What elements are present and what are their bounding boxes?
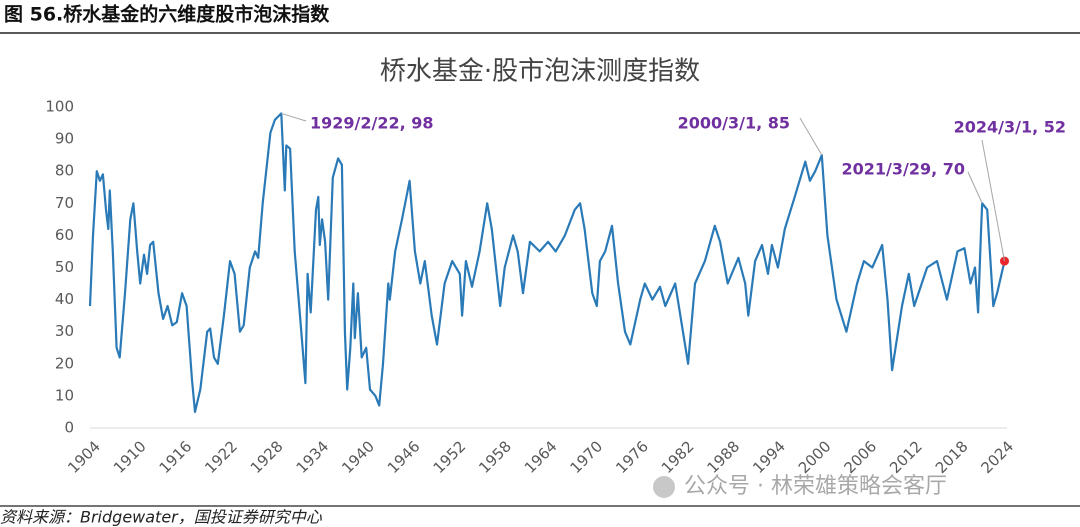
figure-caption: 图 56.桥水基金的六维度股市泡沫指数 xyxy=(4,3,330,26)
x-tick-label: 2018 xyxy=(932,437,972,477)
data-line xyxy=(88,112,1006,413)
x-tick-label: 1958 xyxy=(475,437,515,477)
y-tick-label: 60 xyxy=(55,226,74,244)
annotation-label: 2000/3/1, 85 xyxy=(678,114,790,133)
y-tick-label: 100 xyxy=(45,98,74,116)
x-tick-label: 2006 xyxy=(840,437,880,477)
x-tick-label: 1976 xyxy=(612,437,652,477)
annotation-label: 1929/2/22, 98 xyxy=(310,114,434,133)
watermark: 公众号 · 林荣雄策略会客厅 xyxy=(684,474,947,499)
x-tick-label: 1970 xyxy=(567,437,607,477)
x-tick-label: 1928 xyxy=(247,437,287,477)
x-tick-label: 1964 xyxy=(521,437,561,477)
x-tick-label: 1934 xyxy=(293,437,333,477)
annotation-leader xyxy=(967,171,983,204)
x-tick-label: 2012 xyxy=(886,437,926,477)
annotation-leader xyxy=(981,139,1005,262)
y-tick-label: 10 xyxy=(55,386,74,404)
x-tick-label: 2000 xyxy=(795,437,835,477)
x-tick-label: 1904 xyxy=(64,437,104,477)
y-tick-label: 20 xyxy=(55,354,74,372)
x-tick-label: 1952 xyxy=(430,437,470,477)
x-tick-label: 1910 xyxy=(110,437,150,477)
y-tick-label: 50 xyxy=(55,258,74,276)
chart-title: 桥水基金·股市泡沫测度指数 xyxy=(380,57,700,87)
y-tick-label: 80 xyxy=(55,162,74,180)
source: 资料来源：Bridgewater，国投证券研究中心 xyxy=(0,508,323,527)
annotation-label: 2024/3/1, 52 xyxy=(954,118,1066,137)
x-tick-label: 2024 xyxy=(977,437,1017,477)
watermark-icon xyxy=(653,476,675,498)
y-tick-label: 30 xyxy=(55,322,74,340)
x-tick-label: 1982 xyxy=(658,437,698,477)
annotation-leader xyxy=(799,117,823,156)
x-tick-label: 1946 xyxy=(384,437,424,477)
x-tick-label: 1988 xyxy=(704,437,744,477)
annotation-leader xyxy=(281,112,307,122)
y-tick-label: 70 xyxy=(55,194,74,212)
x-tick-label: 1994 xyxy=(749,437,789,477)
x-tick-label: 1940 xyxy=(338,437,378,477)
y-tick-label: 90 xyxy=(55,130,74,148)
y-tick-label: 0 xyxy=(64,419,74,437)
x-tick-label: 1922 xyxy=(201,437,241,477)
y-tick-label: 40 xyxy=(55,290,74,308)
annotation-label: 2021/3/29, 70 xyxy=(841,160,965,179)
x-tick-label: 1916 xyxy=(156,437,196,477)
